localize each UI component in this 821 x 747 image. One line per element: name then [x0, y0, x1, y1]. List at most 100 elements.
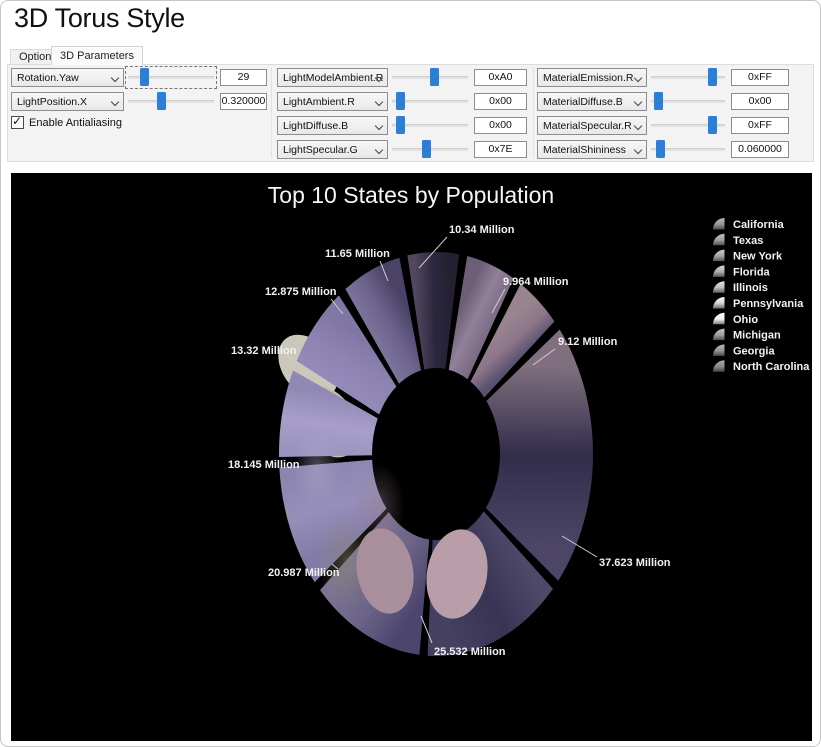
slider-thumb[interactable] [157, 92, 167, 110]
legend-item-texas: Texas [713, 233, 763, 247]
panel-separator [271, 67, 272, 158]
param-dropdown-label: MaterialSpecular.R [543, 119, 632, 132]
param-value-materialshininess[interactable]: 0.060000 [731, 141, 789, 158]
slider-track[interactable] [392, 76, 468, 79]
param-dropdown-rotation-yaw[interactable]: Rotation.Yaw [11, 68, 124, 87]
param-dropdown-label: LightModelAmbient.R [283, 71, 384, 84]
param-value-materialdiffuse-b[interactable]: 0x00 [731, 93, 789, 110]
param-dropdown-lightambient-r[interactable]: LightAmbient.R [277, 92, 388, 111]
chevron-down-icon [374, 97, 384, 107]
param-slider-materialshininess[interactable] [650, 140, 726, 159]
legend-wedge-icon [713, 249, 725, 262]
param-value-lightspecular-g[interactable]: 0x7E [474, 141, 527, 158]
slider-thumb[interactable] [140, 68, 150, 86]
slider-thumb[interactable] [656, 140, 666, 158]
param-value-materialemission-r[interactable]: 0xFF [731, 69, 789, 86]
legend-wedge-icon [713, 281, 725, 293]
slider-track[interactable] [651, 76, 725, 79]
torus-viewport[interactable]: Top 10 States by Population 10.34 Million… [11, 173, 812, 741]
parameter-column-1: Rotation.Yaw 29 LightPosition.X 0.320000 ✓ En… [11, 66, 267, 129]
legend-label: Texas [733, 235, 763, 247]
torus-chart-svg[interactable]: Top 10 States by Population 10.34 Million… [11, 173, 812, 741]
slider-thumb[interactable] [430, 68, 440, 86]
param-slider-lightspecular-g[interactable] [391, 140, 469, 159]
legend-item-michigan: Michigan [713, 328, 781, 342]
slider-track[interactable] [128, 100, 214, 103]
torus-segment-ohio [345, 257, 422, 384]
param-dropdown-lightmodelambient-r[interactable]: LightModelAmbient.R [277, 68, 388, 87]
slider-thumb[interactable] [654, 92, 664, 110]
param-value-lightmodelambient-r[interactable]: 0xA0 [474, 69, 527, 86]
param-dropdown-lightdiffuse-b[interactable]: LightDiffuse.B [277, 116, 388, 135]
slider-track[interactable] [651, 124, 725, 127]
slider-track[interactable] [651, 148, 725, 151]
legend-wedge-icon [713, 233, 725, 246]
legend-item-ohio: Ohio [713, 312, 758, 326]
slider-track[interactable] [651, 100, 725, 103]
slider-track[interactable] [128, 76, 214, 79]
torus-segment-california [485, 329, 594, 581]
checkmark-icon: ✓ [12, 114, 23, 128]
legend-item-florida: Florida [713, 265, 771, 278]
param-value-lightambient-r[interactable]: 0x00 [474, 93, 527, 110]
slider-thumb[interactable] [422, 140, 432, 158]
slider-thumb[interactable] [707, 116, 717, 134]
torus-segment-cap [426, 529, 488, 619]
callout-label: 20.987 Million [268, 567, 340, 579]
callout-label: 12.875 Million [265, 286, 337, 298]
slider-track[interactable] [392, 100, 468, 103]
param-value-rotation-yaw[interactable]: 29 [220, 69, 267, 86]
param-row-materialemission-r: MaterialEmission.R 0xFF [537, 68, 789, 87]
param-slider-lightambient-r[interactable] [391, 92, 469, 111]
param-dropdown-lightposition-x[interactable]: LightPosition.X [11, 92, 124, 111]
legend-wedge-icon [713, 344, 725, 356]
callout-label: 37.623 Million [599, 557, 671, 569]
param-row-rotation-yaw: Rotation.Yaw 29 [11, 66, 267, 89]
param-dropdown-label: Rotation.Yaw [17, 71, 79, 84]
param-dropdown-materialshininess[interactable]: MaterialShininess [537, 140, 647, 159]
callout-leader-line [561, 535, 598, 558]
param-slider-lightposition-x[interactable] [127, 92, 215, 111]
param-value-lightdiffuse-b[interactable]: 0x00 [474, 117, 527, 134]
legend-wedge-icon [713, 312, 725, 325]
slider-track[interactable] [392, 124, 468, 127]
param-slider-rotation-yaw[interactable] [125, 66, 217, 89]
window-title: 3D Torus Style [14, 3, 185, 33]
slider-thumb[interactable] [707, 68, 717, 86]
chevron-down-icon [110, 97, 120, 107]
param-dropdown-lightspecular-g[interactable]: LightSpecular.G [277, 140, 388, 159]
legend-label: Illinois [733, 282, 768, 294]
tab-3d-parameters[interactable]: 3D Parameters [51, 46, 143, 65]
param-value-materialspecular-r[interactable]: 0xFF [731, 117, 789, 134]
chevron-down-icon [633, 145, 643, 155]
slider-thumb[interactable] [396, 92, 406, 110]
legend-item-california: California [713, 218, 785, 231]
slider-thumb[interactable] [396, 116, 406, 134]
callout-label: 18.145 Million [228, 459, 300, 471]
legend-label: California [733, 219, 785, 231]
param-slider-materialdiffuse-b[interactable] [650, 92, 726, 111]
legend-item-pennsylvania: Pennsylvania [713, 297, 804, 310]
legend-wedge-icon [713, 218, 725, 230]
callout-label: 25.532 Million [434, 646, 506, 658]
param-value-lightposition-x[interactable]: 0.320000 [220, 93, 267, 110]
callout-label: 13.32 Million [231, 345, 297, 357]
param-dropdown-materialspecular-r[interactable]: MaterialSpecular.R [537, 116, 647, 135]
param-row-materialshininess: MaterialShininess 0.060000 [537, 140, 789, 159]
param-slider-lightdiffuse-b[interactable] [391, 116, 469, 135]
param-slider-materialemission-r[interactable] [650, 68, 726, 87]
callout-leader-line [331, 563, 339, 570]
legend-label: Florida [733, 266, 771, 278]
param-dropdown-materialemission-r[interactable]: MaterialEmission.R [537, 68, 647, 87]
antialiasing-checkbox[interactable]: ✓ [11, 114, 24, 129]
param-slider-lightmodelambient-r[interactable] [391, 68, 469, 87]
param-dropdown-materialdiffuse-b[interactable]: MaterialDiffuse.B [537, 92, 647, 111]
param-slider-materialspecular-r[interactable] [650, 116, 726, 135]
chevron-down-icon [633, 73, 643, 83]
param-dropdown-label: LightPosition.X [17, 95, 88, 108]
param-dropdown-label: LightDiffuse.B [283, 119, 349, 132]
legend-label: New York [733, 251, 783, 263]
callout-leader-line [379, 260, 389, 282]
legend-label: Michigan [733, 330, 781, 342]
